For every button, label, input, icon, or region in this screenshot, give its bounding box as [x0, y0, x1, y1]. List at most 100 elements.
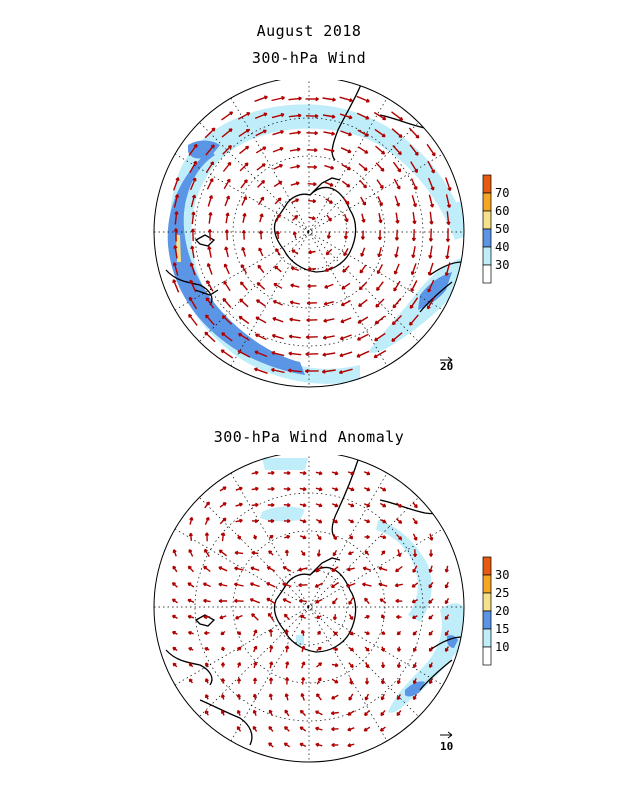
wind-arrow	[392, 297, 402, 309]
wind-arrow	[292, 214, 299, 221]
wind-arrow	[299, 519, 307, 524]
wind-arrow	[289, 130, 302, 135]
wind-arrow	[412, 533, 418, 541]
wind-arrow	[220, 678, 226, 684]
wind-arrow	[289, 300, 300, 305]
reference-vector-label: 20	[440, 360, 453, 373]
wind-arrow	[259, 213, 264, 223]
wind-arrow	[283, 742, 290, 748]
wind-arrow	[358, 281, 368, 291]
wind-arrow	[236, 693, 242, 700]
wind-arrow	[331, 694, 339, 700]
wind-arrow	[363, 726, 371, 732]
wind-arrow	[332, 646, 339, 652]
wind-arrow	[324, 164, 335, 170]
wind-arrow	[188, 313, 198, 326]
wind-arrow	[205, 144, 215, 156]
wind-arrow	[290, 164, 301, 169]
wind-arrow	[266, 582, 276, 588]
wind-arrow	[290, 266, 300, 272]
wind-arrow	[412, 615, 418, 619]
wind-arrow	[234, 566, 244, 571]
wind-arrow	[410, 161, 418, 174]
wind-arrow	[273, 164, 283, 170]
wind-arrow	[205, 710, 209, 716]
wind-arrow	[356, 95, 370, 103]
wind-arrow	[338, 368, 353, 375]
wind-arrow	[348, 662, 354, 668]
wind-arrow	[221, 332, 233, 342]
wind-arrow	[395, 598, 403, 604]
wind-arrow	[380, 677, 386, 685]
wind-arrow	[381, 614, 385, 620]
wind-arrow	[237, 534, 241, 540]
wind-arrow	[172, 279, 180, 293]
wind-arrow	[380, 710, 386, 717]
wind-arrow	[305, 351, 319, 357]
wind-arrow	[188, 532, 193, 541]
wind-arrow	[347, 551, 354, 556]
wind-arrow	[272, 147, 284, 153]
wind-arrow	[206, 280, 214, 292]
wind-arrow	[356, 112, 370, 120]
wind-arrow	[427, 160, 435, 174]
wind-arrow	[190, 228, 196, 242]
wind-arrow	[444, 581, 449, 589]
wind-arrow	[411, 229, 417, 242]
wind-arrow	[298, 582, 308, 588]
wind-arrow	[356, 350, 370, 358]
wind-arrow	[347, 487, 355, 492]
wind-arrow	[331, 726, 339, 732]
wind-arrow	[315, 487, 323, 492]
wind-arrow	[381, 646, 385, 652]
wind-arrow	[323, 318, 335, 323]
top-title-line2: 300-hPa Wind	[251, 49, 367, 67]
wind-arrow	[172, 262, 179, 276]
wind-arrow	[342, 265, 350, 273]
wind-arrow	[187, 614, 195, 619]
wind-arrow	[253, 661, 258, 669]
wind-arrow	[283, 613, 291, 621]
wind-arrow	[252, 693, 258, 701]
wind-arrow	[189, 160, 197, 174]
wind-arrow	[204, 548, 210, 557]
wind-arrow	[377, 230, 383, 241]
colorbar-label: 40	[495, 240, 509, 254]
wind-arrow	[378, 582, 388, 587]
wind-arrow	[308, 250, 316, 255]
wind-arrow	[284, 534, 291, 539]
wind-arrow	[347, 727, 355, 732]
wind-arrow	[380, 662, 386, 669]
wind-arrow	[427, 177, 435, 191]
wind-arrow	[267, 612, 275, 621]
wind-arrow	[288, 334, 301, 339]
wind-arrow	[290, 283, 300, 288]
wind-arrow	[356, 333, 369, 341]
wind-arrow	[299, 535, 307, 540]
wind-arrow	[251, 613, 259, 621]
wind-arrow	[236, 646, 242, 652]
wind-arrow	[235, 614, 243, 620]
wind-arrow	[445, 245, 450, 260]
wind-arrow	[299, 503, 307, 508]
wind-arrow	[235, 486, 243, 491]
wind-arrow	[410, 178, 418, 191]
wind-arrow	[289, 147, 301, 152]
wind-arrow	[343, 230, 348, 240]
wind-arrow	[339, 113, 353, 120]
wind-arrow	[396, 662, 402, 669]
wind-arrow	[258, 247, 264, 257]
wind-arrow	[364, 693, 370, 701]
wind-arrow	[322, 114, 336, 119]
wind-arrow	[237, 333, 250, 341]
wind-arrow	[413, 646, 417, 652]
wind-arrow	[347, 471, 355, 476]
wind-arrow	[444, 614, 450, 621]
wind-arrow	[307, 164, 318, 170]
wind-arrow	[205, 678, 209, 684]
wind-arrow	[412, 630, 418, 636]
wind-arrow	[304, 368, 319, 374]
wind-arrow	[317, 630, 321, 636]
wind-arrow	[427, 279, 435, 293]
wind-arrow	[361, 213, 366, 223]
